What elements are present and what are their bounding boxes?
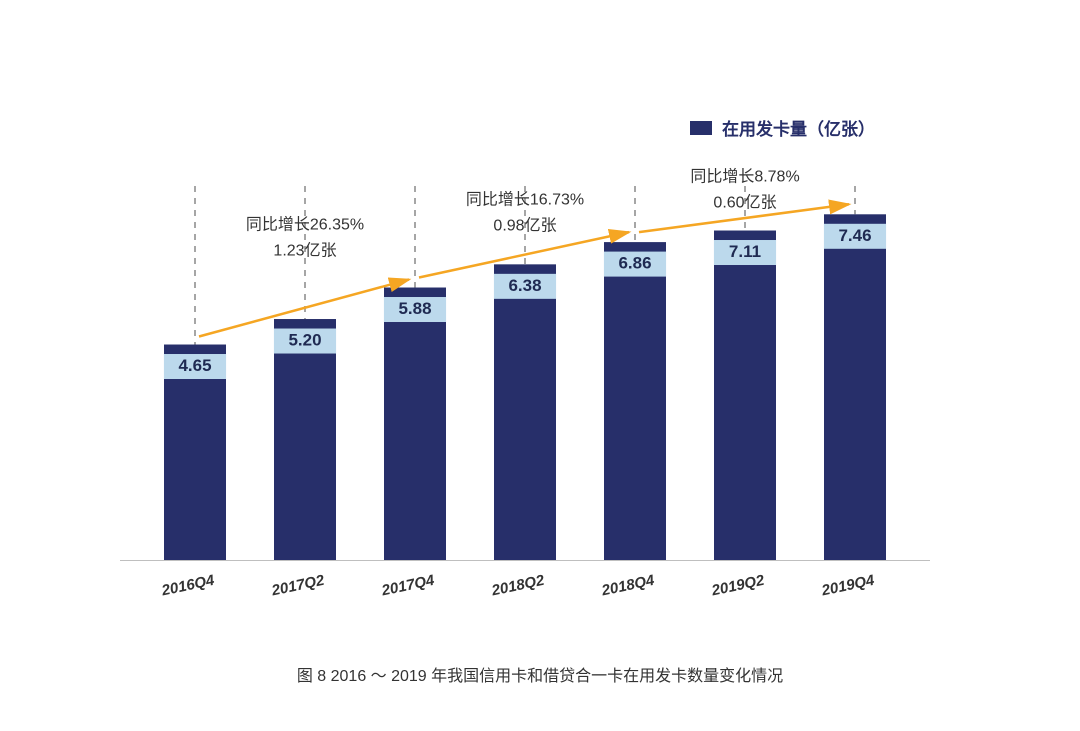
x-axis-label: 2019Q2 bbox=[709, 572, 766, 600]
bar-value-label: 5.20 bbox=[288, 331, 321, 350]
bar-value-label: 6.86 bbox=[618, 254, 651, 273]
bar-value-label: 6.38 bbox=[508, 276, 541, 295]
growth-annotation-line2: 0.60亿张 bbox=[690, 190, 799, 216]
bar bbox=[494, 264, 556, 560]
growth-annotation: 同比增长8.78%0.60亿张 bbox=[690, 164, 799, 215]
growth-annotation-line2: 1.23亿张 bbox=[246, 238, 364, 264]
growth-annotation-line1: 同比增长16.73% bbox=[466, 187, 584, 213]
bar-value-label: 4.65 bbox=[178, 356, 211, 375]
x-axis-label: 2018Q2 bbox=[489, 572, 546, 600]
growth-annotation: 同比增长26.35%1.23亿张 bbox=[246, 212, 364, 263]
x-axis-label: 2017Q2 bbox=[269, 572, 326, 600]
x-axis-label: 2016Q4 bbox=[159, 572, 216, 600]
bar-value-label: 5.88 bbox=[398, 299, 431, 318]
x-axis-label: 2019Q4 bbox=[819, 572, 876, 600]
x-axis-label: 2017Q4 bbox=[379, 572, 436, 600]
bar-chart: 4.65 2016Q4 5.20 2017Q2 5.88 2017Q4 6.38 2018Q2… bbox=[0, 0, 1080, 731]
bar bbox=[604, 242, 666, 560]
bar bbox=[824, 214, 886, 560]
bar-value-label: 7.11 bbox=[729, 242, 761, 261]
bar-value-label: 7.46 bbox=[838, 226, 871, 245]
chart-root: 在用发卡量（亿张） 4.652016Q45.202017Q25.882017Q4… bbox=[0, 0, 1080, 731]
bar bbox=[384, 288, 446, 560]
growth-annotation-line2: 0.98亿张 bbox=[466, 213, 584, 239]
growth-annotation-line1: 同比增长26.35% bbox=[246, 212, 364, 238]
x-axis-label: 2018Q4 bbox=[599, 572, 656, 600]
figure-caption: 图 8 2016 ～ 2019 年我国信用卡和借贷合一卡在用发卡数量变化情况 bbox=[0, 662, 1080, 686]
bar bbox=[714, 231, 776, 560]
growth-annotation: 同比增长16.73%0.98亿张 bbox=[466, 187, 584, 238]
growth-annotation-line1: 同比增长8.78% bbox=[690, 164, 799, 190]
bar bbox=[274, 319, 336, 560]
